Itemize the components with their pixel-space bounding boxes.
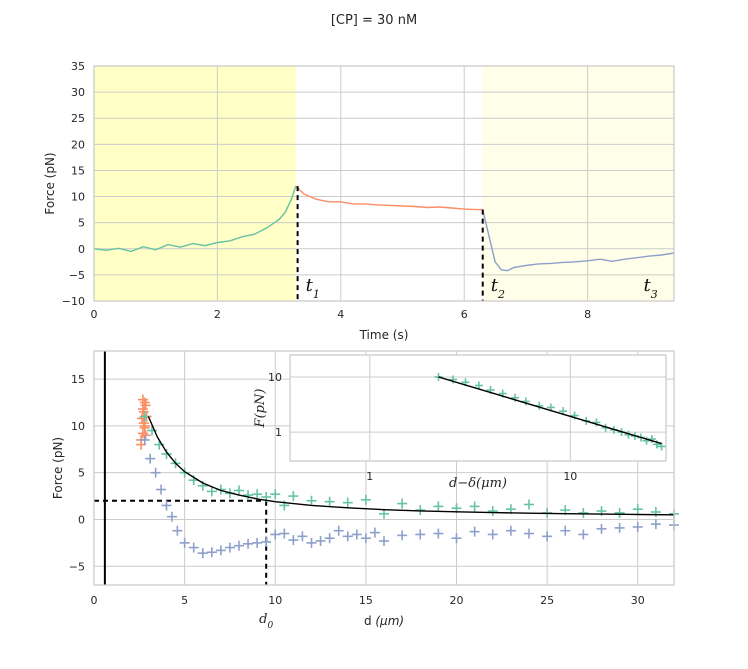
trace-series-2 [482, 209, 675, 272]
time-trace-series [93, 185, 675, 272]
inset-background [290, 355, 666, 461]
y-tick-10: 10 [71, 420, 85, 433]
inset-panel: 1 10 1 10 d−δ(μm) F(pN) [253, 354, 667, 491]
shaded-region-1 [482, 66, 674, 301]
inset-x-tick-1: 1 [366, 470, 373, 483]
y-tick-5: 5 [78, 467, 85, 480]
marker-label-t1: t1 [306, 275, 320, 301]
inset-grid [290, 355, 666, 461]
trace-series-0 [93, 185, 297, 253]
inset-fit-segment [438, 376, 662, 445]
bottom-x-tick-labels: 0 5 10 15 20 25 30 [91, 594, 645, 607]
fit-curve [147, 416, 675, 516]
x-tick-2: 2 [214, 308, 221, 321]
x-tick-8: 8 [584, 308, 591, 321]
y-tick-35: 35 [71, 60, 85, 73]
inset-x-axis-label: d−δ(μm) [449, 476, 507, 491]
y-tick-0: 0 [78, 513, 85, 526]
top-x-axis-label: Time (s) [359, 328, 409, 342]
y-tick-20: 20 [71, 138, 85, 151]
y-tick-25: 25 [71, 112, 85, 125]
bottom-annotations [94, 351, 268, 585]
marker-label-t2: t2 [491, 275, 505, 301]
top-y-axis-label: Force (pN) [43, 152, 57, 214]
time-trace-panel: t1 t2 t3 0 2 4 6 8 −10 −5 0 5 10 15 20 25 30 35 Time (s… [43, 60, 675, 342]
inset-fit-line [438, 376, 662, 445]
bottom-plot-frame [93, 350, 675, 586]
x-tick-25: 25 [540, 594, 554, 607]
inset-y-tick-1: 1 [275, 426, 282, 439]
top-plot-frame [93, 65, 675, 302]
bottom-y-axis-label: Force (pN) [51, 437, 65, 499]
top-y-tick-labels: −10 −5 0 5 10 15 20 25 30 35 [62, 60, 85, 308]
x-tick-15: 15 [359, 594, 373, 607]
x-tick-20: 20 [450, 594, 464, 607]
x-tick-0: 0 [91, 308, 98, 321]
shaded-regions [94, 66, 674, 301]
top-grid [93, 65, 674, 302]
y-tick-10: 10 [71, 191, 85, 204]
y-tick-30: 30 [71, 86, 85, 99]
y-tick--10: −10 [62, 295, 85, 308]
figure-title: [CP] = 30 nM [331, 13, 417, 28]
bottom-y-tick-labels: −5 0 5 10 15 [69, 373, 85, 573]
inset-y-tick-labels: 1 10 [268, 371, 282, 439]
x-tick-6: 6 [461, 308, 468, 321]
y-tick--5: −5 [69, 560, 85, 573]
x-tick-0: 0 [91, 594, 98, 607]
inset-y-tick-10: 10 [268, 371, 282, 384]
marker-label-t3: t3 [643, 275, 657, 301]
x-tick-10: 10 [268, 594, 282, 607]
inset-x-tick-labels: 1 10 [366, 470, 577, 483]
inset-frame [289, 354, 667, 462]
y-tick-0: 0 [78, 243, 85, 256]
force-distance-series [136, 394, 679, 559]
bottom-x-axis-label: d (μm) [364, 614, 404, 628]
y-tick-5: 5 [78, 217, 85, 230]
y-tick-15: 15 [71, 164, 85, 177]
d0-label: d0 [259, 612, 273, 631]
top-x-tick-labels: 0 2 4 6 8 [91, 308, 592, 321]
y-tick--5: −5 [69, 269, 85, 282]
event-markers: t1 t2 t3 [296, 186, 658, 301]
fit-curve-line [147, 416, 675, 516]
inset-x-tick-10: 10 [563, 470, 577, 483]
x-tick-4: 4 [337, 308, 344, 321]
inset-y-axis-label: F(pN) [253, 389, 268, 429]
x-tick-5: 5 [181, 594, 188, 607]
y-tick-15: 15 [71, 373, 85, 386]
x-tick-30: 30 [631, 594, 645, 607]
trace-series-1 [295, 185, 483, 211]
shaded-region-0 [94, 66, 296, 301]
